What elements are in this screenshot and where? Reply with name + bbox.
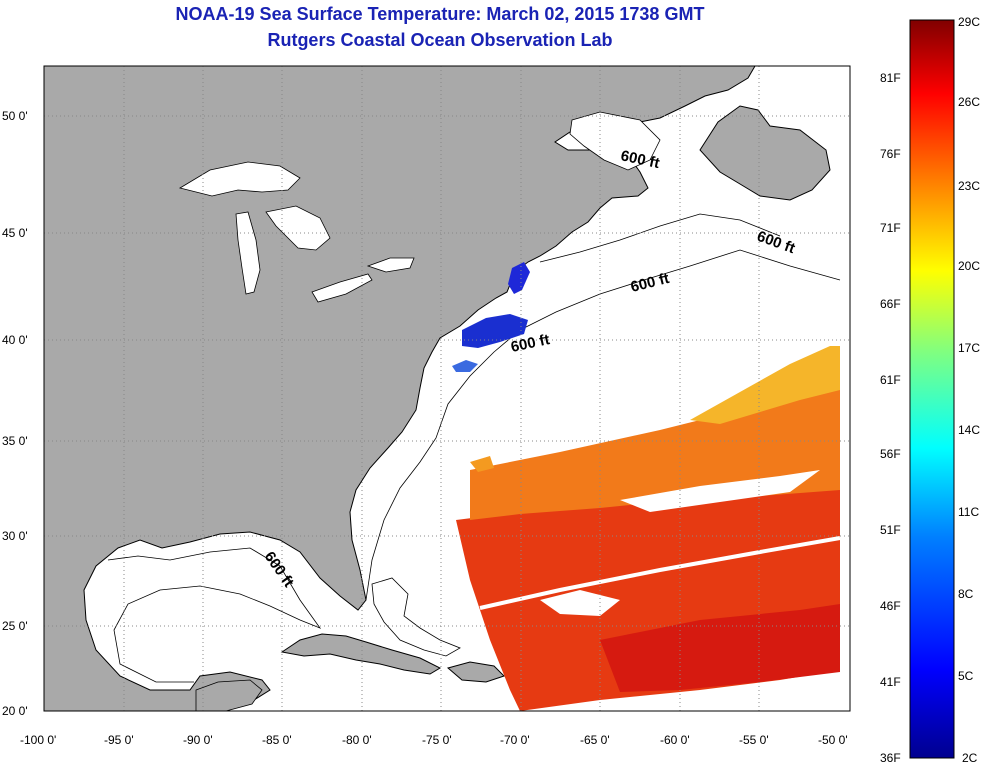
cb-f-label: 71F <box>880 221 901 235</box>
latitude-axis: 20 0' 25 0' 30 0' 35 0' 40 0' 45 0' 50 0… <box>2 109 28 718</box>
lon-tick-label: -65 0' <box>580 733 610 747</box>
cb-f-label: 51F <box>880 523 901 537</box>
cb-c-label: 26C <box>958 95 980 109</box>
sst-patch-small <box>470 456 494 472</box>
sst-cold-southern-new-england <box>462 314 528 348</box>
lat-tick-label: 35 0' <box>2 434 28 448</box>
land-north-america <box>44 66 756 711</box>
bahamas-banks <box>371 577 461 657</box>
sst-cold-gulf-of-maine <box>508 262 530 294</box>
lake-erie <box>311 273 373 303</box>
map-title: NOAA-19 Sea Surface Temperature: March 0… <box>175 4 705 24</box>
lon-tick-label: -85 0' <box>262 733 292 747</box>
scotian-shelf-contour <box>539 213 781 263</box>
lake-ontario <box>366 257 415 273</box>
lat-tick-label: 50 0' <box>2 109 28 123</box>
map-subtitle: Rutgers Coastal Ocean Observation Lab <box>267 30 613 50</box>
cb-c-label: 29C <box>958 15 980 29</box>
cb-c-label: 14C <box>958 423 980 437</box>
cb-c-label: 11C <box>958 505 979 519</box>
cb-c-label: 8C <box>958 587 974 601</box>
yucatan-land <box>195 679 263 711</box>
colorbar <box>909 19 955 759</box>
cb-f-label: 36F <box>880 751 901 765</box>
longitude-axis: -100 0' -95 0' -90 0' -85 0' -80 0' -75 … <box>20 733 848 747</box>
map-frame <box>43 65 851 712</box>
cloud-gap-1 <box>620 470 820 512</box>
cb-f-label: 66F <box>880 297 901 311</box>
lat-tick-label: 40 0' <box>2 333 28 347</box>
cb-c-label: 2C <box>962 751 978 765</box>
cb-c-label: 20C <box>958 259 980 273</box>
colorbar-celsius-labels: 29C 26C 23C 20C 17C 14C 11C 8C 5C 2C <box>958 15 980 765</box>
lat-tick-label: 20 0' <box>2 704 28 718</box>
cb-c-label: 23C <box>958 179 980 193</box>
lat-tick-label: 25 0' <box>2 619 28 633</box>
lon-tick-label: -60 0' <box>660 733 690 747</box>
lon-tick-label: -55 0' <box>739 733 769 747</box>
land-hispaniola <box>446 661 505 683</box>
lake-michigan <box>235 211 261 295</box>
gulf-shelf-contour <box>107 547 322 683</box>
lon-tick-label: -95 0' <box>104 733 134 747</box>
cb-c-label: 5C <box>958 669 974 683</box>
lat-tick-label: 30 0' <box>2 529 28 543</box>
swath-seam <box>479 536 841 610</box>
lon-tick-label: -75 0' <box>422 733 452 747</box>
colorbar-fahrenheit-labels: 81F 76F 71F 66F 61F 56F 51F 46F 41F 36F <box>880 71 901 765</box>
atlantic-shelf-contour <box>365 249 841 601</box>
lat-tick-label: 45 0' <box>2 226 28 240</box>
lon-tick-label: -90 0' <box>183 733 213 747</box>
cloud-gap-2 <box>540 590 620 616</box>
lon-tick-label: -80 0' <box>342 733 372 747</box>
cb-f-label: 76F <box>880 147 901 161</box>
land-newfoundland <box>699 105 831 201</box>
cb-f-label: 41F <box>880 675 901 689</box>
cb-f-label: 81F <box>880 71 901 85</box>
cb-c-label: 17C <box>958 341 980 355</box>
lon-tick-label: -100 0' <box>20 733 56 747</box>
lon-tick-label: -50 0' <box>818 733 848 747</box>
lon-tick-label: -70 0' <box>500 733 530 747</box>
cb-f-label: 61F <box>880 373 901 387</box>
sst-warm-north <box>690 346 840 424</box>
land-cuba <box>280 633 442 675</box>
lake-superior <box>178 161 301 197</box>
cb-f-label: 56F <box>880 447 901 461</box>
lake-huron <box>265 205 331 251</box>
cb-f-label: 46F <box>880 599 901 613</box>
sst-cold-mid-atlantic <box>452 360 478 372</box>
